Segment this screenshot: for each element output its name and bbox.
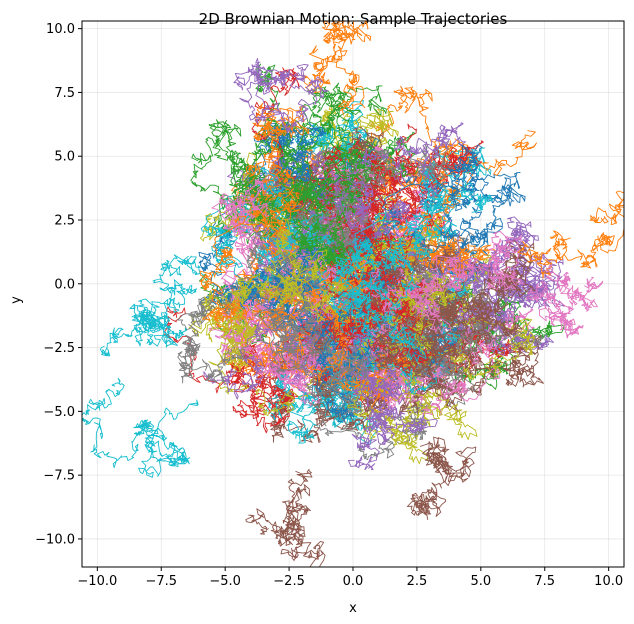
y-tick-label: 2.5 [54, 214, 75, 229]
trajectory-line [363, 231, 525, 335]
y-axis-label: y [9, 296, 24, 304]
trajectory-line [376, 240, 536, 340]
trajectory-line [252, 251, 372, 399]
x-tick-label: −5.0 [209, 574, 241, 589]
trajectory-line [335, 185, 448, 363]
x-tick-label: −10.0 [77, 574, 117, 589]
trajectory-excursion [526, 264, 604, 339]
y-tick-label: 0.0 [54, 277, 75, 292]
trajectory-line [245, 121, 336, 271]
trajectory-line [208, 278, 333, 379]
x-tick-label: 10.0 [594, 574, 623, 589]
trajectory-excursion [99, 298, 187, 357]
y-tick-label: −2.5 [43, 341, 75, 356]
trajectory-line [347, 331, 438, 471]
x-axis-label: x [349, 601, 357, 616]
y-tick-label: 10.0 [46, 22, 75, 37]
y-tick-label: −5.0 [43, 405, 75, 420]
trajectory-line [277, 82, 387, 270]
trajectory-line [221, 218, 347, 361]
x-tick-label: 0.0 [343, 574, 364, 589]
x-tick-label: 7.5 [534, 574, 555, 589]
trajectory-excursion [301, 21, 372, 116]
y-tick-label: −7.5 [43, 469, 75, 484]
trajectories [82, 21, 624, 567]
y-tick-label: 7.5 [54, 86, 75, 101]
trajectory-excursion [82, 377, 199, 478]
trajectory-excursion [517, 187, 624, 279]
trajectory-line [199, 183, 375, 333]
trajectory-line [230, 102, 336, 278]
chart-title: 2D Brownian Motion: Sample Trajectories [199, 10, 508, 28]
trajectory-line [343, 142, 483, 301]
x-tick-label: 2.5 [407, 574, 428, 589]
trajectory-line [277, 129, 419, 260]
trajectory-line [360, 274, 526, 379]
trajectory-line [307, 122, 467, 250]
trajectory-line [375, 216, 552, 303]
y-tick-label: −10.0 [35, 532, 75, 547]
y-axis-ticks: −10.0 −7.5 −5.0 −2.5 0.0 2.5 5.0 7.5 10.0 [35, 22, 82, 547]
x-tick-label: −7.5 [145, 574, 177, 589]
x-axis-ticks: −10.0 −7.5 −5.0 −2.5 0.0 2.5 5.0 7.5 10.0 [77, 567, 623, 589]
trajectory-excursion [245, 468, 326, 567]
x-tick-label: −2.5 [273, 574, 305, 589]
trajectory-excursion [233, 57, 329, 134]
x-tick-label: 5.0 [470, 574, 491, 589]
y-tick-label: 5.0 [54, 150, 75, 165]
trajectory-excursion [406, 436, 477, 520]
trajectory-line [251, 67, 379, 241]
